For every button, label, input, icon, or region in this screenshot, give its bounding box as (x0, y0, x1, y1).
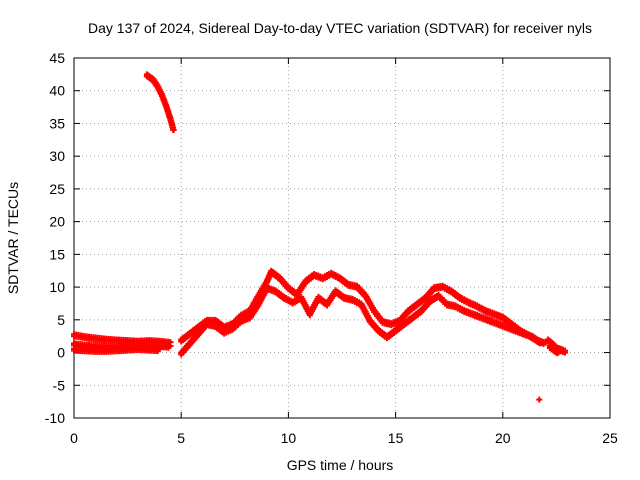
x-tick-label: 10 (281, 430, 297, 446)
y-tick-label: 35 (49, 115, 65, 131)
y-tick-label: 45 (49, 50, 65, 66)
axis-ticks: -10 -5 0 5 10 15 20 25 30 35 40 45 0 5 10 15 20 25 (45, 50, 618, 446)
y-tick-label: 0 (57, 345, 65, 361)
x-axis-label: GPS time / hours (287, 457, 394, 473)
data-point (167, 343, 174, 349)
x-tick-label: 5 (177, 430, 185, 446)
series-tail (544, 336, 568, 357)
y-tick-label: 20 (49, 214, 65, 230)
x-tick-label: 20 (495, 430, 511, 446)
data-point (170, 127, 177, 133)
y-tick-label: 30 (49, 148, 65, 164)
grid (74, 58, 610, 418)
series-arc-early (143, 71, 177, 133)
y-axis-label: SDTVAR / TECUs (5, 182, 21, 294)
data-points (71, 71, 568, 403)
y-tick-label: 40 (49, 83, 65, 99)
series-band-lower (71, 344, 163, 355)
data-point (555, 349, 562, 356)
series-main-lower (178, 284, 545, 358)
data-point (536, 396, 543, 403)
x-tick-label: 25 (602, 430, 618, 446)
data-point (156, 346, 163, 353)
y-tick-label: 5 (57, 312, 65, 328)
data-point (538, 339, 545, 346)
y-tick-label: 15 (49, 246, 65, 262)
plot-frame (73, 57, 611, 419)
y-tick-label: 25 (49, 181, 65, 197)
y-tick-label: 10 (49, 279, 65, 295)
x-tick-label: 0 (70, 430, 78, 446)
y-tick-label: -10 (45, 410, 65, 426)
x-tick-label: 15 (388, 430, 404, 446)
chart-title: Day 137 of 2024, Sidereal Day-to-day VTE… (88, 20, 592, 36)
y-tick-label: -5 (53, 377, 66, 393)
series-outlier (536, 396, 543, 403)
